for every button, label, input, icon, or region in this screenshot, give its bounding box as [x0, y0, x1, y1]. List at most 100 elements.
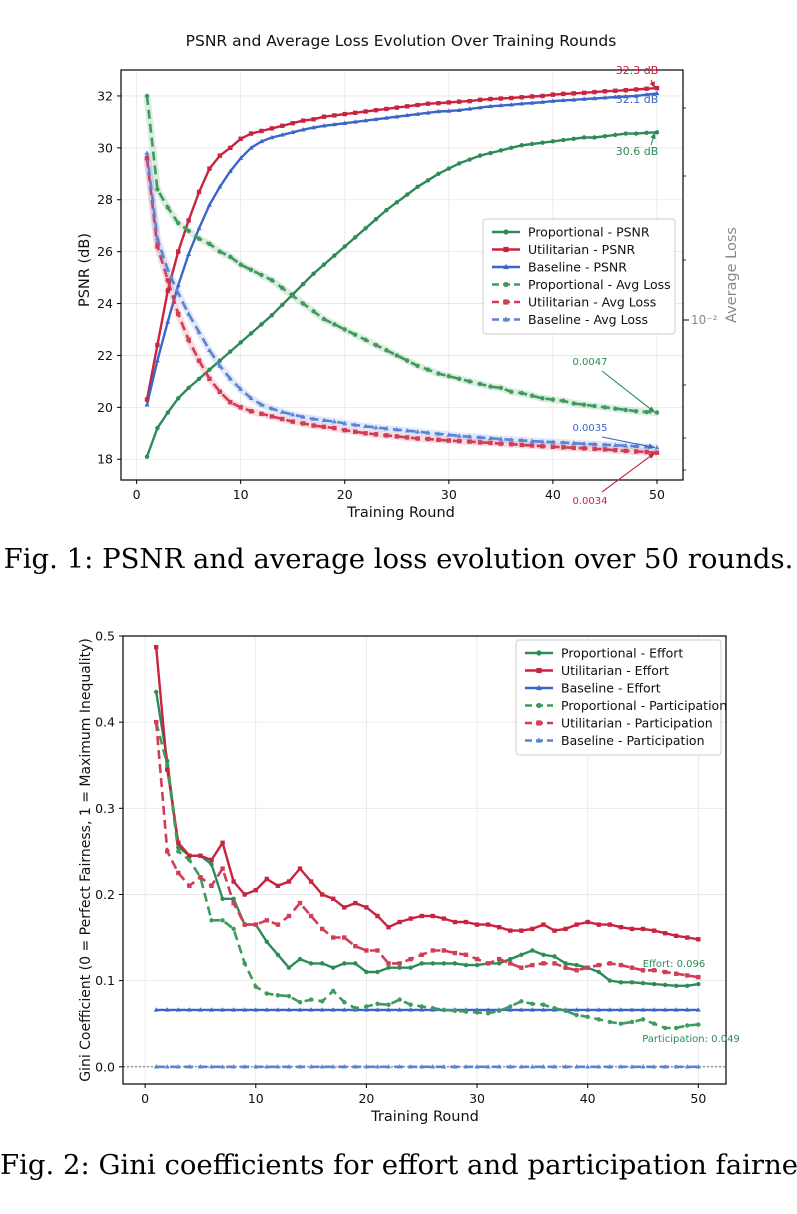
data-point: [297, 866, 303, 871]
x-tick-label: 30: [441, 487, 457, 502]
data-point: [196, 376, 202, 381]
y-tick-label: 22: [97, 348, 113, 363]
data-point: [383, 425, 389, 431]
data-point: [408, 956, 413, 962]
legend-marker: [536, 702, 542, 709]
data-point: [618, 925, 624, 930]
data-point: [508, 437, 514, 442]
data-point: [592, 135, 597, 140]
data-point: [196, 236, 202, 241]
data-point: [441, 916, 447, 921]
data-point: [220, 896, 225, 901]
data-point: [342, 427, 347, 433]
data-point: [425, 101, 431, 106]
y-axis-label: Gini Coefficient (0 = Perfect Fairness, …: [78, 638, 94, 1082]
data-point: [623, 443, 629, 448]
data-point: [253, 887, 258, 893]
data-point: [394, 114, 400, 119]
data-point: [651, 968, 657, 973]
data-point: [269, 126, 275, 131]
data-point: [585, 1007, 591, 1012]
data-point: [477, 440, 483, 445]
data-point: [238, 136, 243, 141]
data-point: [308, 913, 314, 919]
data-point: [269, 414, 275, 419]
data-point: [375, 1064, 380, 1069]
data-point: [198, 853, 203, 858]
data-point: [342, 905, 347, 910]
x-tick-label: 30: [469, 1091, 485, 1106]
data-point: [463, 1064, 469, 1069]
data-point: [633, 87, 639, 92]
data-point: [259, 322, 264, 327]
data-point: [264, 939, 270, 945]
y-tick-label: 28: [97, 192, 113, 207]
data-point: [441, 961, 447, 966]
data-point: [280, 123, 285, 128]
data-point: [383, 115, 389, 120]
data-point: [633, 131, 639, 136]
data-point: [446, 432, 452, 437]
data-point: [685, 935, 690, 940]
data-point: [529, 393, 535, 398]
data-point: [508, 961, 513, 966]
y-tick-label: 0.5: [95, 629, 115, 644]
data-point: [176, 870, 181, 876]
data-point: [364, 969, 369, 975]
figure-1-caption: Fig. 1: PSNR and average loss evolution …: [3, 543, 794, 575]
data-point: [441, 1007, 447, 1013]
data-point: [571, 91, 576, 96]
data-point: [674, 983, 679, 988]
data-point: [242, 1007, 248, 1012]
legend-entry: Baseline - PSNR: [528, 260, 627, 275]
annotation-label: 0.0047: [573, 357, 608, 368]
data-point: [353, 1005, 358, 1011]
data-point: [581, 96, 587, 101]
data-point: [485, 1007, 491, 1012]
data-point: [153, 719, 159, 725]
data-point: [629, 1064, 635, 1069]
data-point: [196, 225, 202, 231]
data-point: [446, 438, 452, 443]
data-point: [373, 108, 379, 113]
data-point: [165, 319, 171, 324]
data-point: [662, 931, 668, 936]
data-point: [629, 980, 635, 985]
data-point: [574, 968, 579, 973]
data-point: [153, 1007, 159, 1012]
data-point: [176, 840, 181, 845]
data-point: [563, 965, 568, 970]
chart-markers: [153, 645, 701, 1069]
data-point: [352, 1064, 358, 1069]
data-point: [581, 135, 587, 140]
data-point: [485, 1011, 491, 1016]
data-point: [207, 376, 212, 381]
data-point: [209, 883, 214, 889]
data-point: [176, 849, 181, 854]
data-point: [633, 449, 639, 454]
legend-entry: Proportional - PSNR: [528, 225, 650, 240]
data-point: [540, 438, 545, 444]
data-point: [540, 140, 545, 145]
psnr-loss-chart: PSNR and Average Loss Evolution Over Tra…: [77, 32, 740, 521]
annotation-arrowhead: [648, 452, 655, 459]
data-point: [144, 402, 150, 407]
data-point: [217, 184, 223, 189]
x-tick-label: 50: [690, 1091, 706, 1106]
data-point: [375, 913, 380, 919]
data-point: [330, 1064, 336, 1069]
data-point: [457, 161, 462, 166]
data-point: [550, 444, 556, 449]
data-point: [640, 1017, 646, 1022]
y2-tick-label: 10⁻²: [691, 313, 718, 327]
data-point: [477, 381, 483, 387]
data-point: [467, 379, 472, 384]
data-point: [321, 316, 327, 322]
data-point: [275, 1007, 281, 1012]
data-point: [297, 1064, 303, 1069]
data-point: [488, 103, 493, 109]
data-point: [640, 1007, 646, 1012]
data-point: [290, 293, 295, 298]
annotation-label: 30.6 dB: [616, 145, 659, 158]
data-point: [552, 961, 557, 966]
